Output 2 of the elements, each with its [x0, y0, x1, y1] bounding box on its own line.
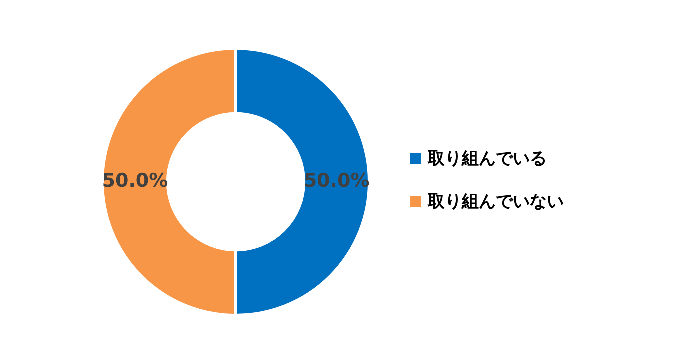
- legend-label: 取り組んでいる: [428, 148, 547, 170]
- legend-label: 取り組んでいない: [428, 190, 564, 212]
